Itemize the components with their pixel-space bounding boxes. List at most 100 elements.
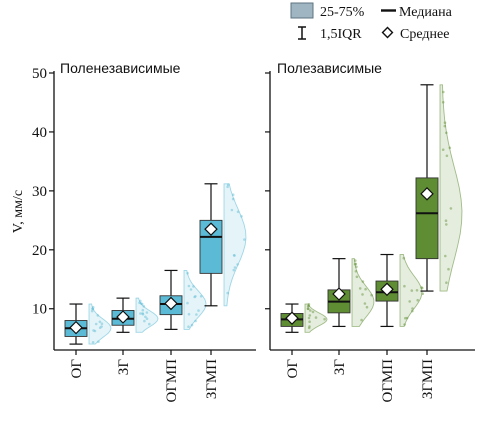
density-point	[402, 256, 406, 260]
density-point	[370, 293, 373, 297]
density-point	[93, 329, 97, 333]
x-tick-label: ОГ	[69, 359, 85, 379]
density-point	[410, 289, 414, 292]
density-point	[233, 254, 236, 257]
density-point	[187, 325, 190, 329]
panel-2: Полезависимые ОГ ЗГ ОГМП ЗГМП	[265, 60, 475, 402]
density-point	[195, 313, 198, 316]
density-point	[91, 307, 94, 311]
x-tick-label: ЗГ	[332, 359, 348, 376]
density-point	[443, 121, 447, 124]
box-group-4: ЗГМП	[415, 84, 463, 399]
y-tick-label: 10	[32, 302, 47, 318]
density-point	[415, 289, 419, 292]
density-point	[97, 340, 100, 344]
density-point	[306, 305, 310, 308]
x-tick-label: ОГ	[285, 359, 301, 379]
density-point	[306, 307, 310, 311]
legend-box-label: 25-75%	[320, 5, 365, 20]
x-tick-label: ОГМП	[380, 359, 396, 403]
density-point	[309, 309, 312, 312]
density-point	[441, 101, 445, 104]
legend: 25-75% Медиана 1,5IQR Среднее	[290, 2, 453, 42]
density-point	[311, 310, 315, 314]
density-point	[307, 303, 311, 306]
x-tick-label: ОГМП	[164, 359, 180, 403]
density-cloud	[183, 269, 207, 330]
density-point	[411, 309, 414, 313]
density-point	[442, 90, 445, 94]
density-point	[447, 267, 450, 271]
density-point	[307, 316, 311, 320]
legend-whisker-label: 1,5IQR	[320, 27, 362, 42]
density-point	[445, 154, 449, 158]
mean-marker	[285, 311, 299, 325]
y-axis-label: V, мм/с	[11, 190, 26, 233]
density-point	[148, 322, 151, 326]
density-point	[449, 207, 453, 210]
density-point	[236, 263, 239, 266]
density-point	[307, 326, 311, 330]
density-point	[354, 262, 358, 266]
density-point	[141, 308, 145, 312]
density-point	[308, 314, 312, 317]
density-point	[360, 318, 363, 322]
density-point	[192, 285, 195, 288]
density-point	[230, 208, 234, 212]
density-cloud	[399, 254, 423, 327]
legend-mean-label: Среднее	[400, 27, 449, 42]
density-point	[139, 302, 143, 305]
density-point	[448, 146, 452, 150]
density-point	[141, 312, 145, 316]
density-point	[187, 312, 191, 316]
density-point	[139, 299, 142, 303]
density-point	[358, 287, 362, 290]
density-point	[187, 284, 191, 288]
density-point	[138, 301, 141, 305]
panel-title: Поленезависимые	[60, 60, 181, 76]
density-point	[403, 284, 406, 288]
density-point	[308, 320, 311, 324]
density-point	[444, 219, 448, 222]
density-point	[445, 281, 448, 285]
density-point	[186, 271, 189, 275]
density-point	[226, 185, 229, 189]
density-point	[306, 307, 310, 311]
box-group-2: ЗГ	[327, 258, 375, 376]
density-point	[314, 316, 318, 319]
density-point	[194, 319, 197, 323]
density-point	[232, 268, 236, 272]
density-point	[231, 193, 235, 196]
mean-marker	[116, 310, 130, 324]
density-point	[231, 197, 235, 201]
mean-marker	[164, 296, 178, 311]
density-point	[145, 311, 149, 314]
density-point	[361, 293, 364, 296]
density-point	[98, 326, 102, 330]
x-tick-label: ЗГМП	[420, 359, 436, 399]
density-point	[189, 288, 193, 291]
iqr-box	[415, 177, 439, 260]
y-tick-label: 30	[32, 184, 47, 200]
mean-marker	[332, 287, 346, 301]
density-point	[364, 287, 367, 291]
density-point	[141, 312, 144, 315]
density-point	[236, 210, 240, 214]
density-point	[404, 316, 407, 320]
density-point	[140, 302, 144, 306]
density-point	[308, 325, 311, 328]
density-point	[354, 259, 357, 262]
density-point	[411, 307, 414, 310]
mean-marker	[380, 282, 394, 297]
density-point	[199, 295, 203, 298]
legend-mean-marker	[381, 26, 394, 39]
density-point	[403, 323, 406, 326]
density-point	[243, 238, 246, 241]
density-point	[96, 314, 100, 317]
density-cloud	[439, 84, 463, 292]
density-point	[142, 305, 146, 308]
density-point	[145, 317, 149, 321]
density-point	[420, 286, 423, 289]
panel-title: Полезависимые	[277, 60, 382, 76]
density-point	[186, 301, 189, 305]
